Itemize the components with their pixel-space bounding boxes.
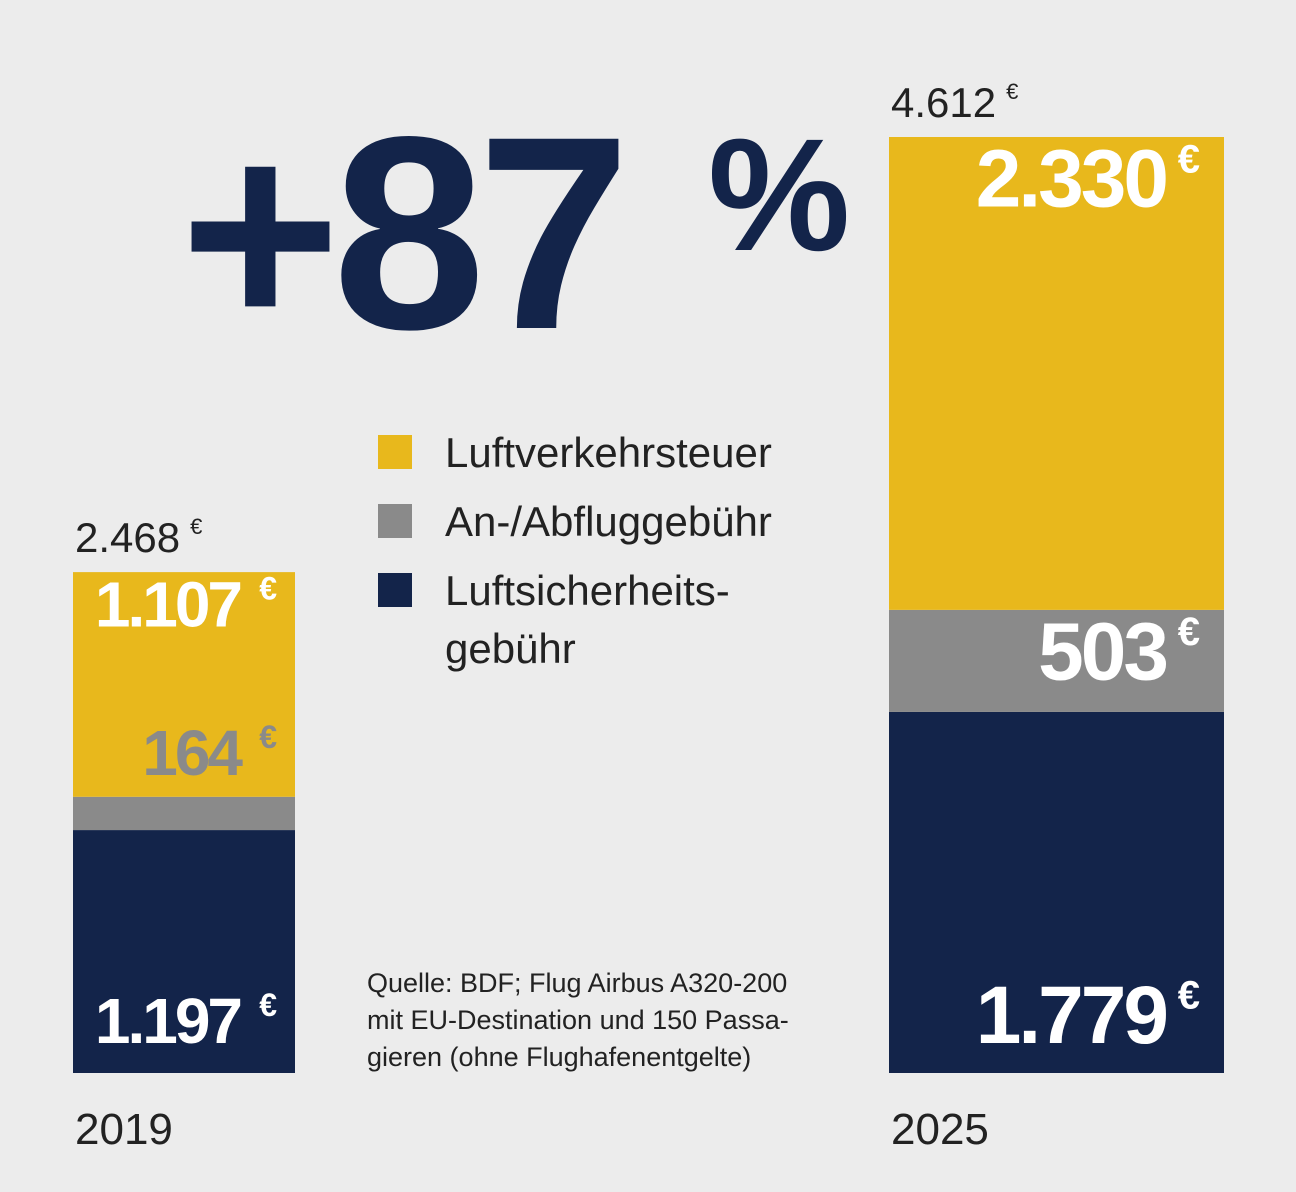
value-unit: € (259, 987, 277, 1023)
legend-swatch (378, 504, 412, 538)
source-note: gieren (ohne Flughafenentgelte) (367, 1042, 751, 1072)
bar-segment (889, 609, 1224, 712)
value-label: 1.197 (95, 985, 241, 1057)
value-unit: € (259, 719, 277, 755)
legend-line: Luftsicherheits- (445, 567, 730, 614)
value-label: 164 (142, 717, 243, 789)
value-label: 1.779 (976, 970, 1167, 1061)
highlight-unit: % (708, 105, 850, 284)
legend-swatch (378, 573, 412, 607)
value-label: 1.107 (95, 569, 241, 641)
total-unit: € (190, 514, 202, 539)
x-tick-label: 2025 (891, 1105, 989, 1154)
value-label: 2.330 (976, 134, 1167, 225)
total-label: 4.612 (891, 79, 996, 126)
legend-label: Luftsicherheits-gebühr (445, 567, 730, 672)
legend-swatch (378, 435, 412, 469)
legend-label: Luftverkehrsteuer (445, 429, 772, 476)
total-label: 2.468 (75, 514, 180, 561)
value-unit: € (1178, 610, 1200, 654)
legend-line: gebühr (445, 625, 576, 672)
value-unit: € (259, 571, 277, 607)
value-unit: € (1178, 974, 1200, 1018)
legend-label: An-/Abfluggebühr (445, 498, 772, 545)
bar-segment (73, 572, 295, 797)
source-note: mit EU-Destination und 150 Passa- (367, 1005, 789, 1035)
bar-segment (73, 830, 295, 1073)
x-tick-label: 2019 (75, 1105, 173, 1154)
source-note: Quelle: BDF; Flug Airbus A320-200 (367, 968, 787, 998)
value-unit: € (1178, 137, 1200, 181)
value-label: 503 (1038, 607, 1166, 698)
bar-segment (73, 796, 295, 831)
highlight-value: +87 (180, 80, 622, 387)
bar-segment (889, 711, 1224, 1073)
total-unit: € (1006, 79, 1018, 104)
bar-segment (889, 137, 1224, 610)
